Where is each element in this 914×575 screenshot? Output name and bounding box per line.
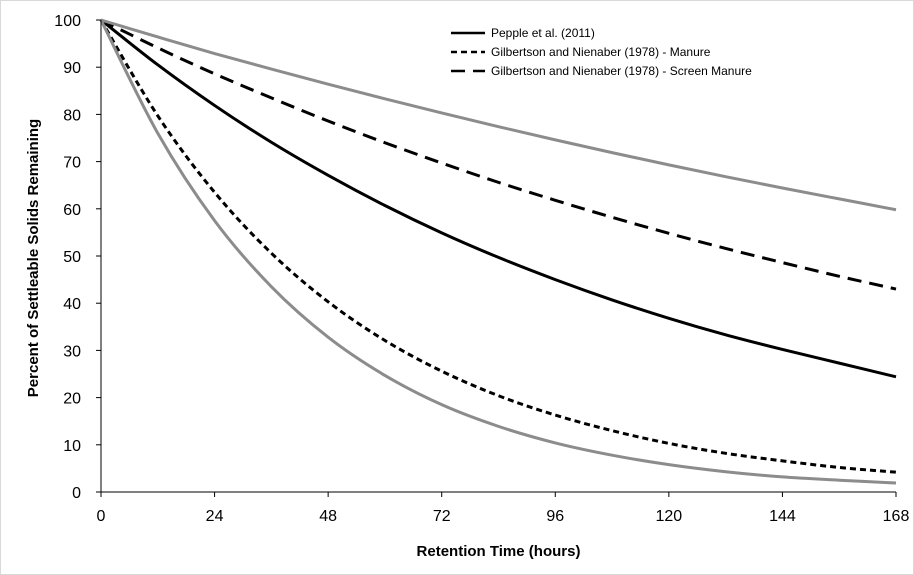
legend: Pepple et al. (2011) Gilbertson and Niena… [451,26,752,78]
y-tick-label: 0 [72,485,81,502]
y-tick-label: 30 [63,343,81,360]
y-axis-title: Percent of Settleable Solids Remaining [25,119,42,397]
series-line-2 [99,19,897,474]
y-tick-label: 60 [63,202,81,219]
y-tick-label: 20 [63,391,81,408]
series-line-4 [100,18,897,212]
x-tick-label: 120 [656,508,683,525]
legend-label-3: Gilbertson and Nienaber (1978) - Screen … [491,64,752,78]
y-tick-label: 40 [63,296,81,313]
x-axis-title: Retention Time (hours) [417,543,581,560]
series-line-1 [100,18,897,379]
x-tick-label: 168 [883,508,910,525]
legend-label-2: Gilbertson and Nienaber (1978) - Manure [491,45,711,59]
y-tick-label: 50 [63,249,81,266]
x-tick-label: 72 [433,508,451,525]
y-tick-label: 80 [63,107,81,124]
x-tick-label: 144 [769,508,796,525]
x-tick-label: 48 [319,508,337,525]
plot-lines [99,18,897,485]
y-tick-label: 70 [63,155,81,172]
x-tick-label: 0 [97,508,106,525]
y-tick-label: 10 [63,438,81,455]
series-line-3 [100,18,897,291]
legend-label-1: Pepple et al. (2011) [491,26,595,40]
y-tick-label: 100 [54,13,81,30]
x-tick-label: 96 [546,508,564,525]
series-line-5 [99,19,897,485]
tick-labels: 0 24 48 72 96 120 144 168 0 10 20 30 40 50 60 70 80 90 100 [54,13,909,525]
y-tick-label: 90 [63,60,81,77]
axes [96,19,897,497]
x-tick-label: 24 [206,508,224,525]
